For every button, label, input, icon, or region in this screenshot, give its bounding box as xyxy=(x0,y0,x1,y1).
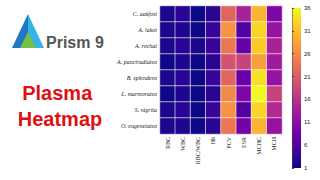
svg-text:21: 21 xyxy=(304,74,311,80)
svg-text:Plasma: Plasma xyxy=(22,82,98,104)
svg-text:RBC: RBC xyxy=(165,137,171,149)
svg-text:Heatmap: Heatmap xyxy=(18,108,102,130)
svg-text:Prism 9: Prism 9 xyxy=(46,34,104,51)
svg-text:A. pauciradiatus: A. pauciradiatus xyxy=(116,59,158,65)
svg-text:31: 31 xyxy=(304,28,311,34)
svg-text:A. rochai: A. rochai xyxy=(134,43,157,49)
svg-text:L. marmoratus: L. marmoratus xyxy=(120,91,157,97)
svg-text:A. lakoi: A. lakoi xyxy=(137,27,157,33)
svg-text:Hb: Hb xyxy=(210,137,216,144)
svg-text:ESR: ESR xyxy=(241,137,247,148)
svg-text:WBC: WBC xyxy=(180,137,186,151)
svg-text:PCV: PCV xyxy=(226,136,232,148)
svg-text:MCHC: MCHC xyxy=(256,137,262,155)
svg-text:6: 6 xyxy=(304,142,308,148)
svg-text:RBC/WBC: RBC/WBC xyxy=(195,137,201,164)
svg-text:O. eugeneiatus: O. eugeneiatus xyxy=(121,123,158,129)
svg-text:16: 16 xyxy=(304,96,311,102)
svg-text:MCH: MCH xyxy=(271,136,277,150)
svg-text:36: 36 xyxy=(304,5,311,11)
svg-text:C. aakfosi: C. aakfosi xyxy=(133,11,158,17)
svg-text:B. splendens: B. splendens xyxy=(127,75,158,81)
svg-text:1: 1 xyxy=(304,165,308,171)
svg-text:11: 11 xyxy=(304,119,311,125)
svg-text:26: 26 xyxy=(304,51,311,57)
svg-text:S. nigrita: S. nigrita xyxy=(135,107,157,113)
